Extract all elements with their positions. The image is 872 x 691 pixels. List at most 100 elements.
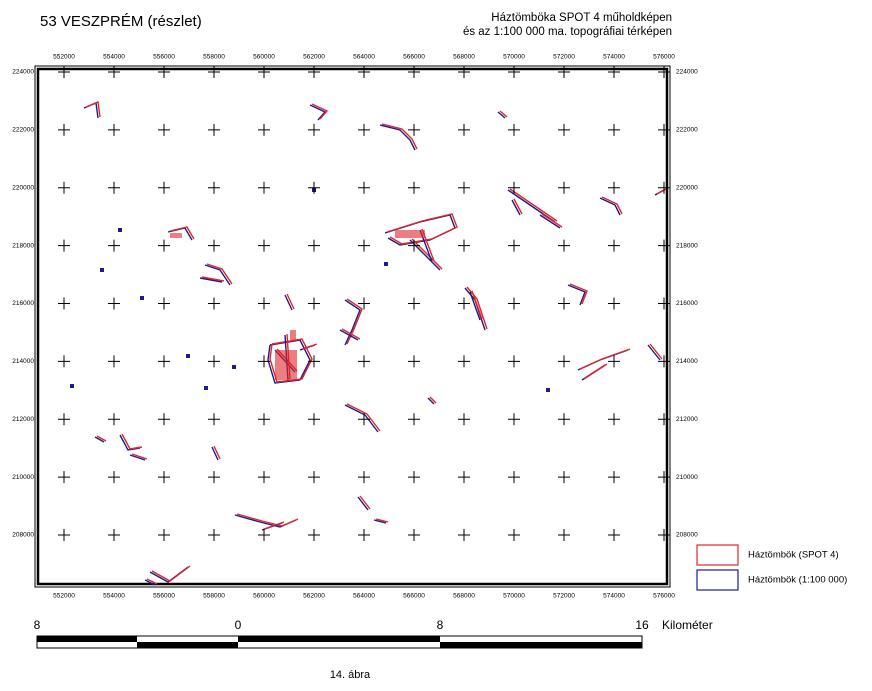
grid-cross xyxy=(208,413,220,426)
y-tick-label: 208000 xyxy=(676,532,698,539)
block-outline xyxy=(339,329,359,341)
grid-cross xyxy=(658,123,670,136)
grid-cross xyxy=(608,471,620,484)
block-outline xyxy=(497,111,506,119)
x-tick-label: 558000 xyxy=(203,593,225,600)
grid-cross xyxy=(458,181,470,194)
grid-cross xyxy=(108,297,120,310)
grid-cross xyxy=(458,413,470,426)
grid-cross xyxy=(158,123,170,136)
scale-label: 16 xyxy=(635,618,649,632)
grid-cross xyxy=(508,181,520,194)
grid-cross xyxy=(258,297,270,310)
grid-cross xyxy=(108,471,120,484)
grid-cross xyxy=(358,181,370,194)
grid-cross xyxy=(508,529,520,541)
grid-cross xyxy=(458,66,470,78)
y-tick-label: 208000 xyxy=(12,532,34,539)
scale-segment xyxy=(37,636,137,642)
legend-label: Háztömbök (1:100 000) xyxy=(748,575,847,586)
grid-cross xyxy=(608,239,620,252)
grid-cross xyxy=(608,66,620,78)
block-outline xyxy=(466,286,488,330)
grid-cross xyxy=(108,413,120,426)
block-outline xyxy=(583,363,608,380)
block-outline xyxy=(511,199,521,216)
grid-cross xyxy=(358,529,370,541)
block-outline xyxy=(311,103,329,120)
legend: Háztömbök (SPOT 4) Háztömbök (1:100 000) xyxy=(696,544,847,591)
grid-cross xyxy=(558,529,570,541)
x-tick-label: 564000 xyxy=(353,54,375,61)
grid-cross xyxy=(508,239,520,252)
grid-cross xyxy=(208,529,220,541)
x-tick-label: 558000 xyxy=(203,54,225,61)
map-title: 53 VESZPRÉM (részlet) xyxy=(40,13,202,30)
grid-cross xyxy=(208,66,220,78)
block-fill xyxy=(395,230,425,238)
grid-cross xyxy=(658,471,670,484)
grid-cross xyxy=(558,297,570,310)
y-tick-label: 210000 xyxy=(676,474,698,481)
grid-cross xyxy=(358,239,370,252)
grid-cross xyxy=(108,355,120,368)
block-fill xyxy=(70,384,74,388)
grid-cross xyxy=(558,239,570,252)
grid-cross xyxy=(458,297,470,310)
block-outline xyxy=(375,518,389,523)
block-outline xyxy=(656,188,667,195)
grid-cross xyxy=(658,297,670,310)
y-tick-label: 210000 xyxy=(12,474,34,481)
block-outline xyxy=(309,104,327,121)
grid-cross xyxy=(308,529,320,541)
x-tick-label: 554000 xyxy=(103,593,125,600)
grid-cross xyxy=(558,413,570,426)
legend-swatch xyxy=(696,544,739,566)
grid-cross xyxy=(508,66,520,78)
block-outline xyxy=(647,344,661,361)
block-outline xyxy=(471,290,483,320)
x-tick-label: 574000 xyxy=(603,593,625,600)
x-tick-label: 566000 xyxy=(403,54,425,61)
block-outline xyxy=(381,123,418,150)
grid-cross xyxy=(308,123,320,136)
grid-cross xyxy=(408,529,420,541)
y-tick-label: 218000 xyxy=(12,242,34,249)
grid-cross xyxy=(508,413,520,426)
grid-cross xyxy=(108,239,120,252)
block-outline xyxy=(341,328,361,340)
grid-cross xyxy=(408,123,420,136)
grid-cross xyxy=(408,413,420,426)
grid-cross xyxy=(608,181,620,194)
grid-cross xyxy=(258,529,270,541)
grid-cross xyxy=(658,413,670,426)
x-tick-label: 556000 xyxy=(153,593,175,600)
block-outline xyxy=(234,514,297,528)
grid-cross xyxy=(358,297,370,310)
block-fill xyxy=(275,350,297,380)
grid-cross xyxy=(408,297,420,310)
x-tick-label: 560000 xyxy=(253,54,275,61)
grid-cross xyxy=(58,297,70,310)
legend-swatch xyxy=(696,569,739,591)
grid-cross xyxy=(158,181,170,194)
grid-cross xyxy=(458,239,470,252)
grid-cross xyxy=(508,123,520,136)
x-tick-label: 560000 xyxy=(253,593,275,600)
grid-cross xyxy=(558,123,570,136)
grid-cross xyxy=(408,239,420,252)
grid-cross xyxy=(658,529,670,541)
block-outline xyxy=(201,276,225,282)
x-tick-label: 568000 xyxy=(453,593,475,600)
x-tick-label: 562000 xyxy=(303,54,325,61)
grid-cross xyxy=(58,355,70,368)
block-outline xyxy=(204,264,231,286)
block-outline xyxy=(409,239,441,271)
grid-cross xyxy=(458,123,470,136)
grid-cross xyxy=(258,413,270,426)
grid-cross xyxy=(108,123,120,136)
caption: 14. ábra xyxy=(330,669,371,681)
inner-frame xyxy=(36,67,669,586)
grid-cross xyxy=(508,471,520,484)
